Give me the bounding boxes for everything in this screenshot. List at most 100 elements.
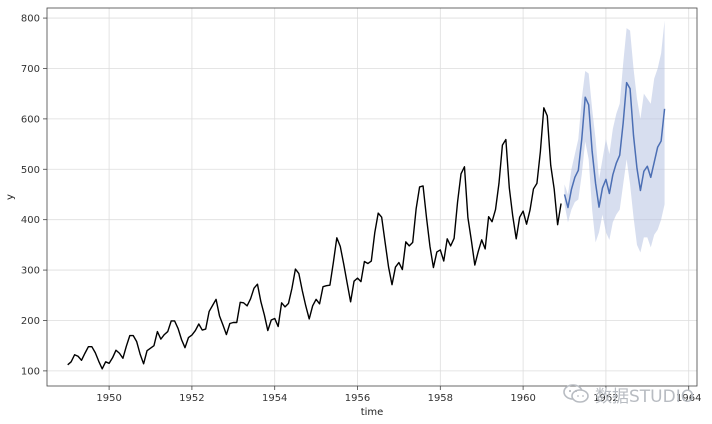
- actual-data-point: [533, 188, 535, 190]
- watermark-text: 数据STUDIO: [595, 386, 695, 407]
- y-tick-label: 600: [21, 114, 40, 125]
- forecast-data-point: [595, 182, 597, 184]
- actual-data-point: [377, 212, 379, 214]
- actual-data-point: [129, 335, 131, 337]
- actual-data-point: [543, 107, 545, 109]
- actual-data-point: [112, 357, 114, 359]
- actual-data-point: [295, 268, 297, 270]
- actual-data-point: [270, 319, 272, 321]
- actual-data-point: [170, 320, 172, 322]
- actual-data-point: [167, 331, 169, 333]
- actual-data-point: [177, 328, 179, 330]
- actual-data-point: [194, 330, 196, 332]
- actual-data-point: [115, 349, 117, 351]
- actual-data-point: [281, 302, 283, 304]
- y-tick-label: 100: [21, 366, 40, 377]
- actual-data-point: [519, 216, 521, 218]
- actual-data-point: [450, 245, 452, 247]
- actual-data-point: [153, 345, 155, 347]
- x-tick-label: 1952: [179, 393, 204, 404]
- actual-data-point: [98, 360, 100, 362]
- plot-frame: [46, 7, 698, 387]
- forecast-data-point: [605, 178, 607, 180]
- x-tick-label: 1954: [262, 393, 287, 404]
- actual-data-point: [163, 334, 165, 336]
- actual-data-point: [174, 320, 176, 322]
- forecast-data-point: [636, 167, 638, 169]
- actual-data-point: [412, 241, 414, 243]
- actual-data-point: [429, 245, 431, 247]
- x-tick-label: 1950: [96, 393, 121, 404]
- x-tick-label: 1964: [676, 393, 701, 404]
- actual-data-point: [181, 339, 183, 341]
- actual-data-point: [491, 221, 493, 223]
- forecast-data-point: [619, 154, 621, 156]
- actual-data-point: [84, 352, 86, 354]
- actual-data-point: [481, 239, 483, 241]
- actual-data-point: [74, 354, 76, 356]
- actual-data-point: [257, 283, 259, 285]
- actual-data-point: [388, 266, 390, 268]
- actual-data-point: [370, 260, 372, 262]
- actual-data-point: [101, 368, 103, 370]
- actual-data-point: [150, 347, 152, 349]
- actual-data-point: [219, 315, 221, 317]
- series-lines: [67, 81, 666, 370]
- actual-data-point: [505, 139, 507, 141]
- actual-data-point: [550, 164, 552, 166]
- actual-data-point: [301, 290, 303, 292]
- actual-data-point: [391, 284, 393, 286]
- actual-data-point: [495, 209, 497, 211]
- actual-data-point: [198, 323, 200, 325]
- forecast-data-point: [660, 140, 662, 142]
- y-tick-label: 500: [21, 165, 40, 176]
- forecast-data-point: [643, 170, 645, 172]
- actual-data-point: [408, 245, 410, 247]
- actual-data-point: [470, 239, 472, 241]
- x-tick-label: 1958: [428, 393, 453, 404]
- actual-data-point: [160, 338, 162, 340]
- actual-data-point: [474, 264, 476, 266]
- actual-data-point: [467, 217, 469, 219]
- actual-data-point: [502, 144, 504, 146]
- actual-data-point: [91, 346, 93, 348]
- actual-data-point: [229, 323, 231, 325]
- actual-data-point: [522, 210, 524, 212]
- actual-data-point: [146, 350, 148, 352]
- actual-data-point: [119, 352, 121, 354]
- actual-data-point: [357, 277, 359, 279]
- y-tick-label: 300: [21, 266, 40, 277]
- forecast-data-point: [657, 146, 659, 148]
- y-tick-label: 800: [21, 14, 40, 25]
- actual-data-point: [453, 237, 455, 239]
- x-tick-label: 1962: [593, 393, 618, 404]
- actual-data-point: [298, 273, 300, 275]
- actual-data-point: [215, 298, 217, 300]
- actual-data-point: [339, 245, 341, 247]
- actual-data-point: [426, 217, 428, 219]
- confidence-band: [564, 20, 665, 253]
- actual-data-point: [419, 186, 421, 188]
- forecast-data-point: [646, 165, 648, 167]
- actual-data-point: [512, 215, 514, 217]
- actual-data-point: [515, 238, 517, 240]
- actual-data-point: [319, 303, 321, 305]
- actual-data-point: [477, 251, 479, 253]
- actual-data-point: [484, 248, 486, 250]
- actual-data-point: [384, 241, 386, 243]
- forecast-data-point: [571, 189, 573, 191]
- forecast-data-point: [588, 104, 590, 106]
- actual-data-point: [553, 188, 555, 190]
- actual-data-point: [332, 262, 334, 264]
- actual-data-point: [246, 305, 248, 307]
- wechat-icon: [563, 384, 589, 403]
- actual-data-point: [381, 216, 383, 218]
- y-tick-label: 700: [21, 64, 40, 75]
- actual-data-point: [529, 209, 531, 211]
- x-tick-label: 1956: [345, 393, 370, 404]
- actual-data-point: [398, 262, 400, 264]
- actual-data-point: [336, 237, 338, 239]
- actual-data-point: [81, 359, 83, 361]
- actual-data-point: [260, 301, 262, 303]
- y-axis-ticks: 100 200 300 400 500 600 700 800: [21, 14, 47, 377]
